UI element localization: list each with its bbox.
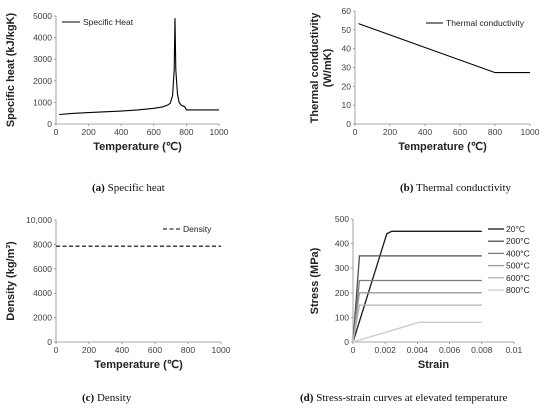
y-tick-label: 200	[335, 288, 349, 298]
series-line-800-c	[352, 321, 482, 343]
y-axis-title-line: (W/mK)	[322, 48, 334, 87]
caption-label: (b)	[400, 182, 414, 194]
x-tick-label: 600	[147, 127, 161, 137]
x-tick-label: 800	[181, 345, 195, 355]
x-tick-label: 0	[54, 127, 59, 137]
y-tick-label: 0	[346, 119, 351, 129]
x-tick-label: 1000	[521, 127, 540, 137]
y-tick-label: 0	[47, 119, 52, 129]
legend-label: Density	[183, 224, 212, 234]
panel-caption: (a) Specific heat	[92, 182, 165, 194]
x-tick-label: 0	[54, 345, 59, 355]
legend-label: 200°C	[506, 236, 530, 246]
y-tick-label: 400	[335, 239, 349, 249]
y-tick-label: 500	[335, 214, 349, 224]
x-axis-title: Temperature (℃)	[93, 141, 182, 153]
y-axis-title: Density (kg/m³)	[5, 241, 17, 321]
y-tick-label: 0	[344, 337, 349, 347]
series-line-400-c	[352, 279, 482, 343]
legend-label: 500°C	[506, 261, 530, 271]
x-tick-label: 0.006	[439, 345, 461, 355]
x-tick-label: 0	[351, 345, 356, 355]
x-tick-label: 600	[453, 127, 467, 137]
caption-label: (c)	[82, 392, 95, 404]
panel-c: 0 200 400 600 800 1000 0 2000 4000 6000 8000 10,000…	[5, 215, 231, 404]
y-tick-label: 40	[342, 44, 352, 54]
y-tick-label: 1000	[33, 97, 52, 107]
series-line-20-c	[352, 230, 482, 343]
x-tick-label: 0.004	[407, 345, 429, 355]
y-tick-label: 8000	[33, 239, 52, 249]
x-tick-label: 0	[353, 127, 358, 137]
legend-label: 600°C	[506, 273, 530, 283]
x-tick-label: 800	[179, 127, 193, 137]
legend-label: Thermal conductivity	[446, 18, 525, 28]
caption-text: Specific heat	[105, 182, 165, 194]
caption-label: (a)	[92, 182, 105, 194]
y-tick-label: 0	[47, 337, 52, 347]
y-axis-title: Specific heat (kJ/kgK)	[5, 13, 17, 128]
panel-a: 0 200 400 600 800 1000 0 1000 2000 3000 4000 5000 Te…	[5, 11, 229, 194]
panel-caption: (b) Thermal conductivity	[400, 182, 512, 194]
y-tick-label: 20	[342, 81, 352, 91]
x-tick-label: 0.002	[375, 345, 397, 355]
x-tick-label: 200	[383, 127, 397, 137]
series-line-500-c	[352, 292, 482, 343]
y-tick-label: 100	[335, 312, 349, 322]
y-tick-label: 5000	[33, 11, 52, 21]
panel-caption: (d) Stress-strain curves at elevated tem…	[300, 392, 508, 404]
series-line-600-c	[352, 304, 482, 343]
x-tick-label: 400	[418, 127, 432, 137]
x-tick-label: 600	[148, 345, 162, 355]
x-tick-label: 0.008	[471, 345, 493, 355]
series-line-thermal-conductivity	[358, 23, 530, 74]
caption-text: Density	[94, 392, 131, 404]
legend-label: Specific Heat	[83, 17, 134, 27]
x-axis-title: Temperature (℃)	[94, 359, 183, 371]
y-tick-label: 30	[342, 63, 352, 73]
panel-d: 0 0.002 0.004 0.006 0.008 0.01 0 100 200 300 400 50…	[300, 214, 530, 404]
x-tick-label: 1000	[210, 127, 229, 137]
y-tick-label: 6000	[33, 264, 52, 274]
y-axis-title: Thermal conductivity(W/mK)	[309, 12, 334, 124]
panel-caption: (c) Density	[82, 392, 132, 404]
x-tick-label: 200	[82, 345, 96, 355]
legend-label: 800°C	[506, 285, 530, 295]
y-tick-label: 2000	[33, 76, 52, 86]
y-tick-label: 300	[335, 263, 349, 273]
y-axis-title-line: Thermal conductivity	[309, 12, 321, 124]
caption-text: Thermal conductivity	[413, 182, 511, 194]
x-tick-label: 0.01	[506, 345, 523, 355]
y-tick-label: 10	[342, 100, 352, 110]
caption-text: Stress-strain curves at elevated tempera…	[313, 392, 507, 404]
y-tick-label: 4000	[33, 33, 52, 43]
x-tick-label: 1000	[212, 345, 231, 355]
x-axis-title: Strain	[418, 359, 449, 371]
legend-label: 20°C	[506, 224, 525, 234]
x-tick-label: 400	[115, 345, 129, 355]
y-tick-label: 50	[342, 25, 352, 35]
y-tick-label: 4000	[33, 288, 52, 298]
y-tick-label: 10,000	[26, 215, 52, 225]
y-tick-label: 2000	[33, 313, 52, 323]
x-tick-label: 800	[488, 127, 502, 137]
y-tick-label: 60	[342, 6, 352, 16]
legend-label: 400°C	[506, 248, 530, 258]
panel-b: 0 200 400 600 800 1000 0 10 20 30 40 50 60 Temperatur…	[309, 6, 540, 194]
x-tick-label: 400	[114, 127, 128, 137]
series-line-specific-heat	[59, 18, 219, 116]
series-line-200-c	[352, 255, 482, 343]
x-tick-label: 200	[82, 127, 96, 137]
y-axis-title: Stress (MPa)	[309, 247, 321, 314]
y-tick-label: 3000	[33, 54, 52, 64]
caption-label: (d)	[300, 392, 314, 404]
x-axis-title: Temperature (℃)	[398, 141, 487, 153]
